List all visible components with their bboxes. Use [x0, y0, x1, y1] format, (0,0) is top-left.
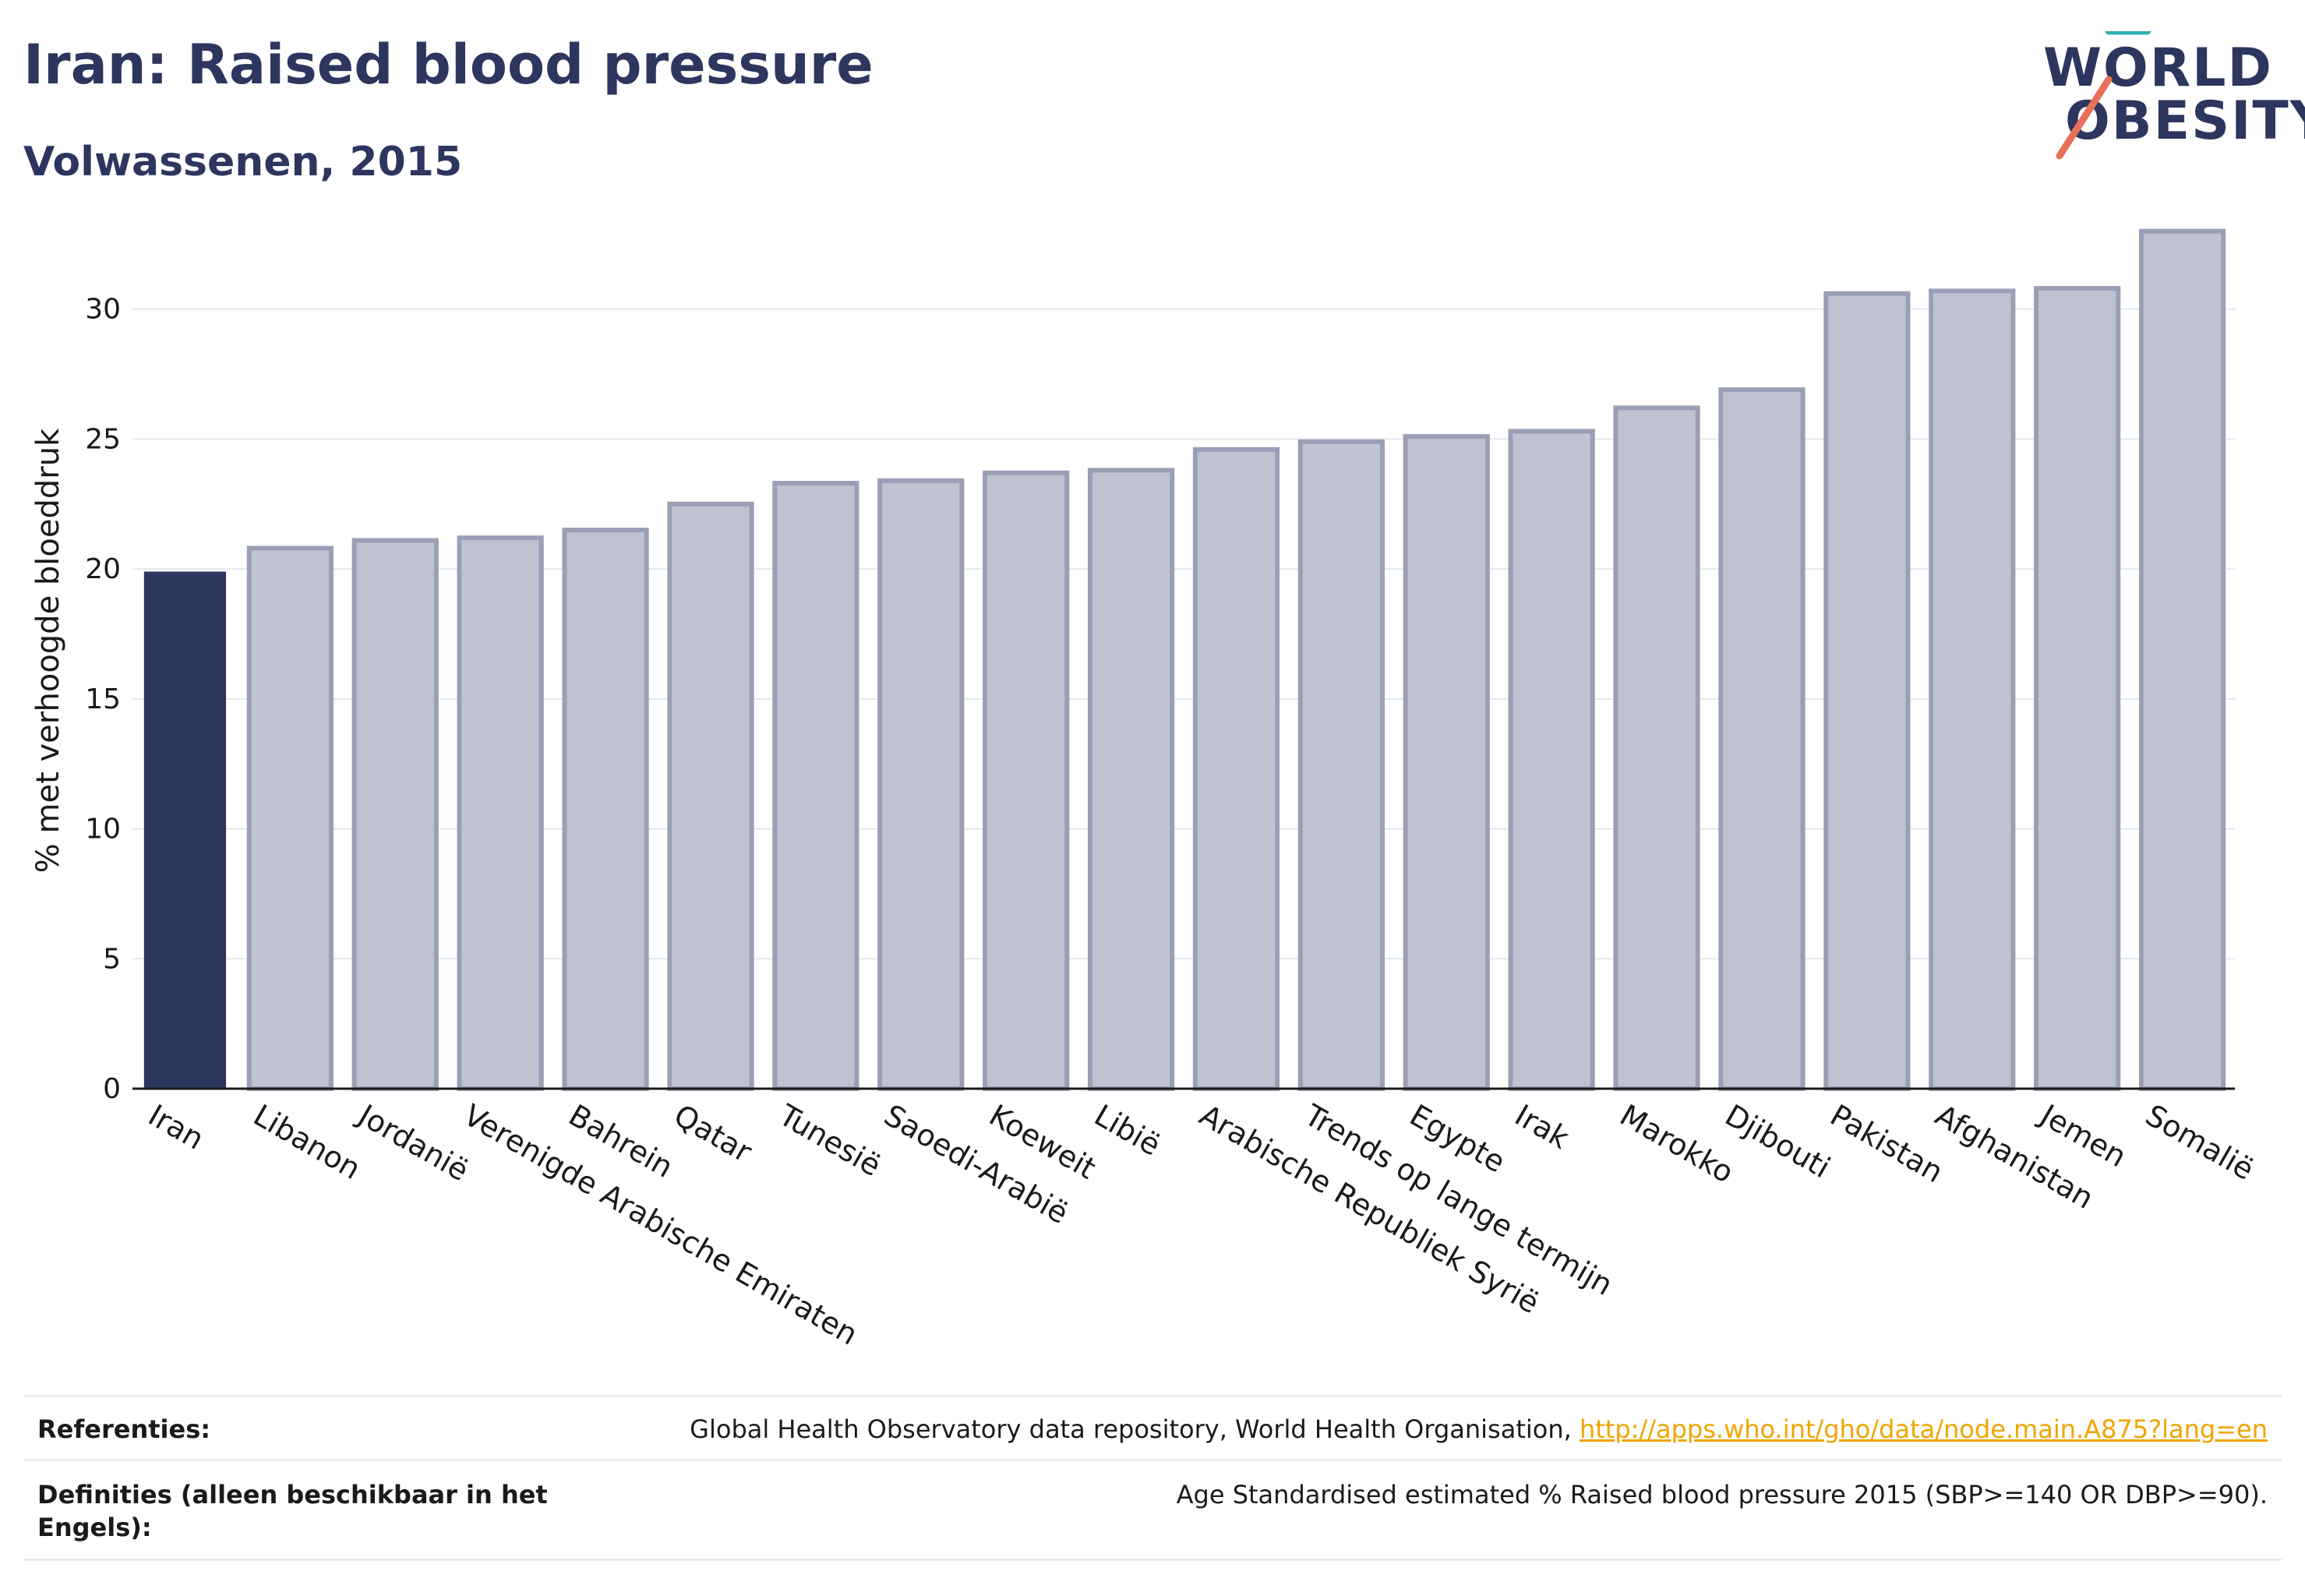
logo-slash-icon	[2056, 31, 2151, 160]
y-tick-label: 30	[85, 294, 121, 326]
x-tick-label: Marokko	[1615, 1098, 1740, 1190]
references-text: Global Health Observatory data repositor…	[690, 1414, 1580, 1444]
bar-8[interactable]	[983, 470, 1070, 1091]
bar-0[interactable]	[143, 571, 227, 1089]
bar-9[interactable]	[1087, 468, 1175, 1091]
bars	[143, 228, 2226, 1092]
bar-1[interactable]	[246, 546, 334, 1091]
y-axis-ticks: 0 5 10 15 20 25 30	[85, 294, 121, 1105]
bar-13[interactable]	[1508, 429, 1595, 1091]
bar-19[interactable]	[2138, 228, 2226, 1091]
x-tick-label: Qatar	[668, 1098, 757, 1170]
bar-18[interactable]	[2034, 286, 2121, 1091]
y-axis-title: % met verhoogde bloeddruk	[30, 428, 66, 873]
x-tick-label: Jordanië	[351, 1097, 475, 1188]
world-obesity-logo: WORLD OBESITY	[2034, 31, 2305, 164]
references-link[interactable]: http://apps.who.int/gho/data/node.main.A…	[1579, 1414, 2268, 1444]
bar-11[interactable]	[1297, 439, 1385, 1091]
bar-14[interactable]	[1613, 405, 1700, 1091]
x-tick-label: Saoedi-Arabië	[878, 1098, 1074, 1231]
gridlines	[132, 308, 2235, 960]
x-tick-label: Libanon	[248, 1098, 366, 1186]
bar-16[interactable]	[1823, 291, 1911, 1092]
y-tick-label: 25	[85, 423, 121, 455]
bar-4[interactable]	[562, 528, 649, 1091]
y-tick-label: 10	[85, 814, 121, 846]
chart-subtitle: Volwassenen, 2015	[23, 139, 463, 185]
bar-17[interactable]	[1929, 288, 2016, 1091]
x-tick-label: Irak	[1509, 1098, 1575, 1156]
bar-2[interactable]	[351, 538, 439, 1091]
references-label: Referenties:	[37, 1414, 211, 1444]
x-tick-label: Tunesië	[772, 1097, 886, 1183]
bar-6[interactable]	[772, 481, 860, 1091]
bar-15[interactable]	[1718, 387, 1806, 1091]
bar-12[interactable]	[1403, 434, 1490, 1091]
bar-7[interactable]	[877, 478, 965, 1091]
footer-divider	[23, 1559, 2282, 1561]
y-tick-label: 0	[103, 1073, 121, 1105]
references-value: Global Health Observatory data repositor…	[690, 1413, 2268, 1446]
x-tick-label: Pakistan	[1824, 1098, 1949, 1190]
bar-3[interactable]	[457, 535, 544, 1091]
x-tick-label: Djibouti	[1719, 1098, 1836, 1185]
x-tick-label: Somalië	[2140, 1098, 2260, 1187]
definitions-value: Age Standardised estimated % Raised bloo…	[1176, 1480, 2268, 1509]
bar-10[interactable]	[1192, 447, 1280, 1091]
chart-title: Iran: Raised blood pressure	[23, 33, 874, 97]
y-tick-label: 15	[85, 683, 121, 715]
x-tick-label: Libië	[1089, 1098, 1167, 1163]
y-tick-label: 5	[103, 943, 121, 975]
definitions-label: Definities (alleen beschikbaar in het En…	[37, 1480, 548, 1542]
references-row: Referenties: Global Health Observatory d…	[23, 1395, 2282, 1460]
y-tick-label: 20	[85, 553, 121, 585]
logo-line-2: OBESITY	[2065, 90, 2305, 152]
logo-line-1: WORLD	[2043, 37, 2273, 99]
definitions-row: Definities (alleen beschikbaar in het En…	[23, 1459, 2282, 1561]
x-tick-label: Iran	[143, 1098, 210, 1156]
bar-5[interactable]	[667, 501, 754, 1091]
